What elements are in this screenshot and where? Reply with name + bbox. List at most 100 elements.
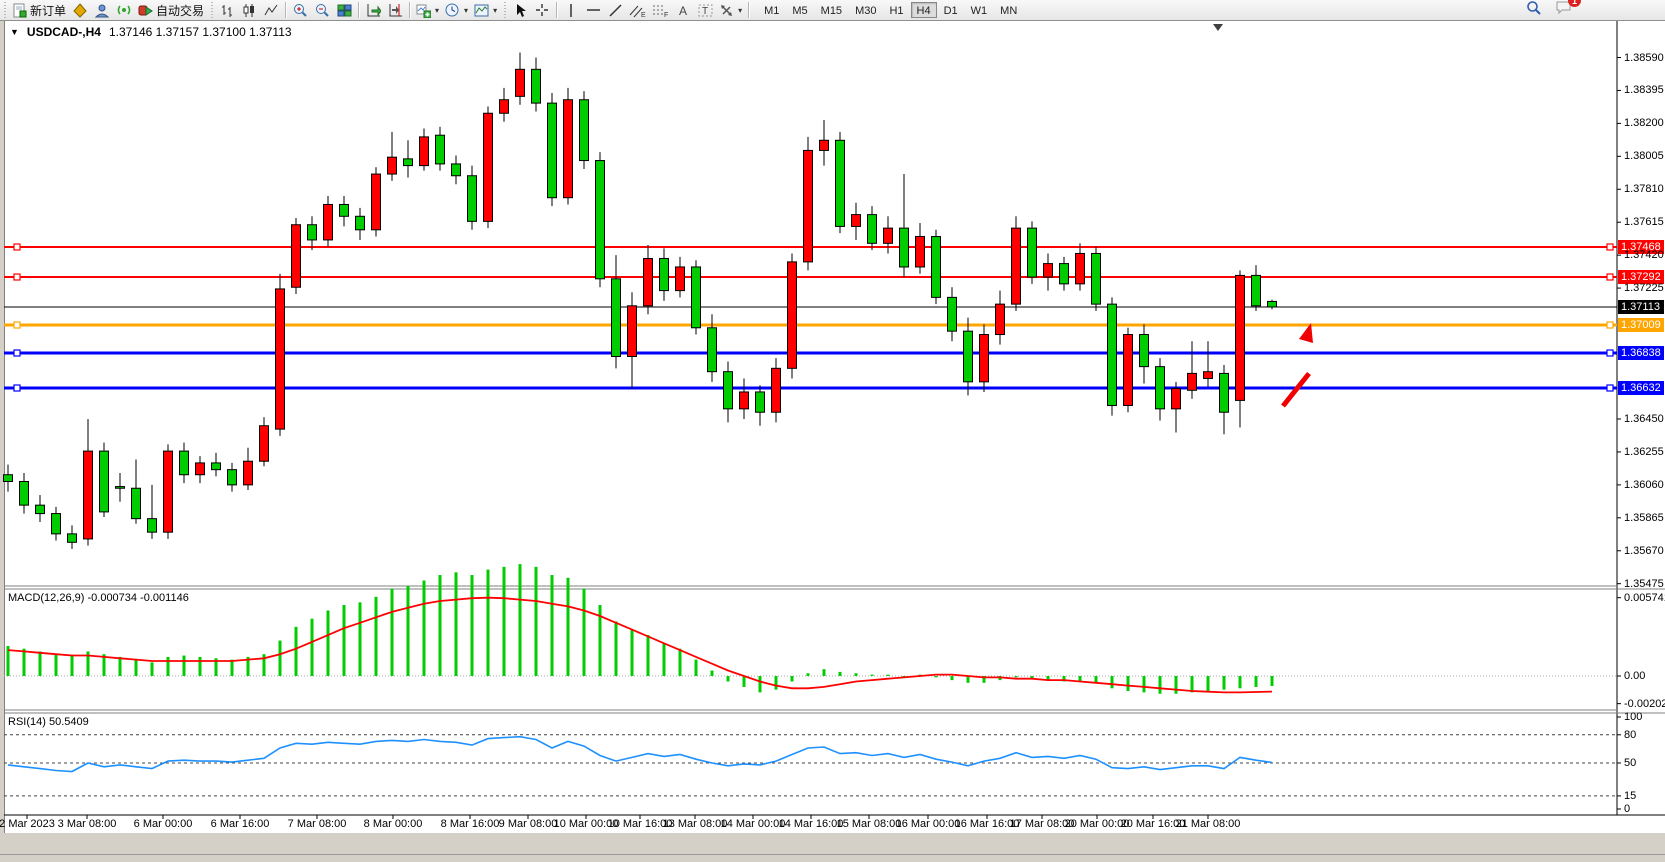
vertical-line-tool-button[interactable] <box>560 1 582 19</box>
date-tick-label: 8 Mar 00:00 <box>363 818 423 830</box>
tile-windows-icon <box>337 3 352 18</box>
rsi-indicator-label: RSI(14) 50.5409 <box>8 716 89 728</box>
svg-text:E: E <box>641 12 646 18</box>
pane-separator[interactable] <box>0 709 1665 714</box>
svg-text:A: A <box>679 4 687 18</box>
auto-scroll-icon <box>366 3 381 18</box>
horizontal-line-1.37009[interactable] <box>4 322 1617 329</box>
text-label-tool-button[interactable]: T <box>694 1 716 19</box>
toolbar-grip[interactable] <box>2 2 7 18</box>
toolbar-separator <box>409 2 411 18</box>
price-tick-label: 1.37810 <box>1624 183 1664 196</box>
new-order-label: 新订单 <box>30 3 67 18</box>
price-tick-label: 1.36255 <box>1624 445 1664 458</box>
horizontal-line-tool-button[interactable] <box>582 1 604 19</box>
price-tick-label: 1.37615 <box>1624 216 1664 229</box>
add-indicator-button[interactable]: ▾ <box>413 1 442 19</box>
date-tick-label: 20 Mar 00:00 <box>1064 818 1130 830</box>
horizontal-line-1.37292[interactable] <box>4 274 1617 281</box>
dropdown-caret-icon: ▾ <box>738 5 743 15</box>
price-line-label-1.36632: 1.36632 <box>1618 381 1664 395</box>
dropdown-caret-icon: ▾ <box>493 5 498 15</box>
macd-indicator-label: MACD(12,26,9) -0.000734 -0.001146 <box>8 592 189 604</box>
signals-button[interactable] <box>113 1 135 19</box>
toolbar-separator <box>556 2 558 18</box>
svg-text:T: T <box>702 6 708 17</box>
macd-tick-label: 0.00 <box>1624 670 1646 682</box>
symbol-dropdown-icon[interactable]: ▼ <box>10 27 19 37</box>
line-chart-icon <box>264 3 279 18</box>
autotrading-button[interactable]: 自动交易 <box>135 1 207 19</box>
date-tick-label: 16 Mar 00:00 <box>895 818 961 830</box>
equidistant-channel-tool-button[interactable]: E <box>626 1 649 19</box>
search-icon[interactable] <box>1526 0 1542 21</box>
signal-icon <box>117 3 132 18</box>
auto-scroll-button[interactable] <box>362 1 384 19</box>
text-label-icon: T <box>698 3 713 18</box>
toolbar-grip[interactable] <box>502 2 508 18</box>
crosshair-icon <box>535 3 550 18</box>
chart-window <box>0 21 1665 862</box>
arrows-tool-button[interactable]: ▾ <box>716 1 745 19</box>
macd-tick-label: 0.005741 <box>1624 591 1665 604</box>
trend-arrow-annotation[interactable] <box>1280 320 1316 410</box>
price-tick-label: 1.38200 <box>1624 117 1664 130</box>
chart-ohlc-values: 1.37146 1.37157 1.37100 1.37113 <box>108 25 292 39</box>
zoom-in-button[interactable] <box>289 1 311 19</box>
cursor-tool-button[interactable] <box>509 1 531 19</box>
vertical-line-icon <box>564 3 579 18</box>
bar-chart-icon <box>220 3 235 18</box>
timeframe-M30[interactable]: M30 <box>849 2 882 18</box>
horizontal-line-1.36838[interactable] <box>4 350 1617 357</box>
price-line-label-1.36838: 1.36838 <box>1618 346 1664 360</box>
timeframe-H1[interactable]: H1 <box>883 2 909 18</box>
toolbar-grip[interactable] <box>209 2 215 18</box>
candlestick-chart-button[interactable] <box>238 1 260 19</box>
price-tick-label: 1.35670 <box>1624 544 1664 557</box>
horizontal-line-1.36632[interactable] <box>4 385 1617 392</box>
accounts-button[interactable] <box>91 1 113 19</box>
zoom-out-button[interactable] <box>311 1 333 19</box>
line-chart-button[interactable] <box>260 1 282 19</box>
rsi-tick-label: 80 <box>1624 728 1637 741</box>
text-tool-button[interactable]: A <box>672 1 694 19</box>
new-order-button[interactable]: 新订单 <box>9 1 69 19</box>
fibonacci-tool-button[interactable]: F <box>649 1 672 19</box>
date-tick-label: 7 Mar 08:00 <box>287 818 347 830</box>
timeframe-M15[interactable]: M15 <box>815 2 848 18</box>
timeframe-M1[interactable]: M1 <box>758 2 785 18</box>
dropdown-caret-icon: ▾ <box>464 5 469 15</box>
price-tick-label: 1.37420 <box>1624 249 1664 262</box>
price-tick-label: 1.38005 <box>1624 150 1664 163</box>
clock-icon <box>445 3 460 18</box>
rsi-tick-label: 100 <box>1624 711 1643 723</box>
bar-chart-button[interactable] <box>216 1 238 19</box>
main-toolbar: 新订单 自动交易 ▾ ▾ <box>0 0 1665 21</box>
price-line-label-1.37009: 1.37009 <box>1618 318 1664 332</box>
timeframe-M5[interactable]: M5 <box>786 2 813 18</box>
templates-button[interactable]: ▾ <box>471 1 500 19</box>
periods-button[interactable]: ▾ <box>442 1 471 19</box>
date-tick-label: 10 Mar 00:00 <box>553 818 619 830</box>
crosshair-tool-button[interactable] <box>531 1 553 19</box>
timeframe-MN[interactable]: MN <box>994 2 1023 18</box>
notifications-icon[interactable]: 1 <box>1556 0 1581 20</box>
timeframe-W1[interactable]: W1 <box>965 2 994 18</box>
timeframe-H4[interactable]: H4 <box>910 2 937 18</box>
market-depth-button[interactable] <box>69 1 91 19</box>
person-icon <box>94 3 110 18</box>
chart-title: ▼ USDCAD-,H4 1.37146 1.37157 1.37100 1.3… <box>10 25 292 39</box>
horizontal-line-icon <box>586 3 601 18</box>
horizontal-line-1.37468[interactable] <box>4 244 1617 251</box>
dropdown-caret-icon: ▾ <box>435 5 440 15</box>
timeframe-D1[interactable]: D1 <box>938 2 964 18</box>
pane-separator[interactable] <box>0 585 1665 590</box>
tile-windows-button[interactable] <box>333 1 355 19</box>
toolbar-separator <box>285 2 287 18</box>
chart-shift-button[interactable] <box>384 1 406 19</box>
trendline-tool-button[interactable] <box>604 1 626 19</box>
date-tick-label: 14 Mar 16:00 <box>778 818 844 830</box>
horizontal-line-1.37113[interactable] <box>4 304 1617 311</box>
date-tick-label: 15 Mar 08:00 <box>836 818 902 830</box>
gold-diamond-icon <box>72 2 88 18</box>
